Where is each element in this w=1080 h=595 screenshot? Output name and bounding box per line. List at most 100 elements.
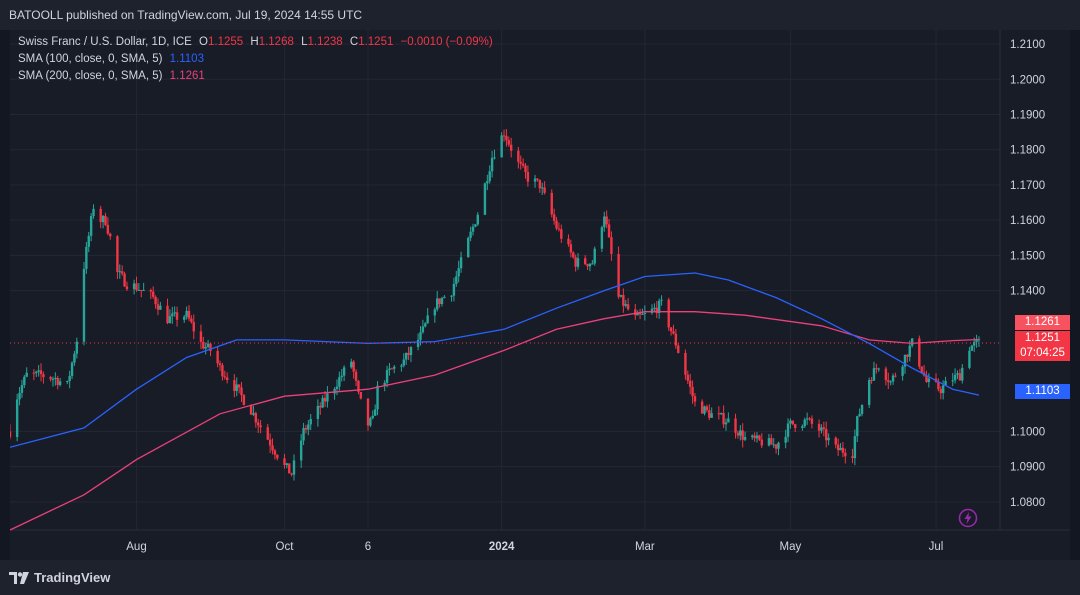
candle-up — [641, 313, 644, 315]
candle-up — [650, 308, 654, 313]
candle-up — [402, 359, 405, 366]
candle-up — [51, 378, 55, 380]
candle-down — [407, 352, 410, 355]
candle-down — [667, 299, 670, 328]
candle-up — [903, 354, 907, 367]
candle-down — [672, 331, 675, 334]
candle-up — [467, 237, 470, 258]
candle-up — [309, 418, 312, 425]
candle-down — [257, 422, 260, 426]
candle-up — [335, 386, 339, 389]
candle-up — [132, 283, 136, 290]
candle-up — [777, 442, 780, 449]
legend-sma200-row[interactable]: SMA (200, close, 0, SMA, 5) 1.1261 — [18, 68, 493, 85]
candle-up — [173, 312, 176, 314]
y-tick-label: 1.1700 — [1010, 180, 1045, 192]
candle-down — [526, 171, 530, 182]
candle-up — [25, 372, 28, 377]
candle-down — [323, 397, 327, 402]
candle-down — [166, 305, 169, 324]
candle-up — [316, 405, 320, 419]
footer-bar: TradingView — [0, 560, 1080, 595]
chart-area[interactable]: 1.2100 1.2000 1.1900 1.1800 1.1700 1.1600 1.15… — [10, 30, 1070, 560]
candle-up — [400, 365, 403, 367]
candle-down — [834, 437, 837, 445]
candle-up — [703, 406, 706, 414]
candle-up — [326, 393, 329, 402]
candle-down — [304, 428, 308, 430]
candle-down — [140, 289, 143, 291]
countdown-text: 07:04:25 — [1020, 347, 1065, 359]
lightning-bolt-icon[interactable] — [958, 508, 978, 528]
candle-down — [543, 187, 546, 193]
candle-up — [858, 413, 861, 417]
candle-up — [443, 296, 446, 298]
candle-down — [550, 192, 553, 215]
candle-down — [352, 361, 355, 372]
candle-up — [576, 258, 580, 267]
candle-up — [92, 208, 95, 217]
candle-down — [836, 444, 840, 451]
candle-down — [354, 371, 358, 381]
candle-up — [75, 341, 79, 354]
candle-up — [452, 283, 456, 296]
candle-up — [350, 361, 353, 368]
candle-up — [307, 424, 310, 430]
legend-main-row[interactable]: Swiss Franc / U.S. Dollar, 1D, ICE O1.12… — [18, 34, 493, 51]
candle-down — [209, 343, 212, 352]
candle-down — [221, 365, 224, 377]
x-tick-label: 2024 — [489, 541, 515, 553]
candle-down — [32, 372, 36, 374]
candle-down — [357, 380, 360, 392]
candle-down — [42, 374, 45, 378]
x-tick-label: Jul — [929, 541, 944, 553]
candle-down — [626, 304, 630, 310]
candle-up — [87, 235, 90, 247]
candle-up — [469, 231, 472, 238]
candle-up — [373, 409, 377, 416]
candle-up — [474, 224, 477, 227]
candle-down — [684, 352, 687, 375]
candle-down — [607, 224, 611, 238]
candle-up — [860, 404, 864, 414]
candle-up — [961, 367, 964, 381]
candle-up — [206, 343, 210, 347]
candle-up — [476, 214, 479, 225]
candle-down — [717, 413, 721, 415]
tradingview-logo[interactable]: TradingView — [9, 570, 110, 585]
candle-up — [591, 263, 594, 265]
candle-up — [37, 370, 40, 372]
candle-down — [123, 273, 126, 287]
candle-up — [889, 381, 892, 383]
candle-down — [240, 387, 243, 396]
candle-up — [956, 373, 959, 375]
close-key: C — [349, 36, 359, 48]
candle-down — [390, 368, 394, 370]
candle-down — [734, 418, 737, 433]
candle-down — [560, 229, 563, 239]
candle-down — [844, 452, 847, 457]
candle-up — [338, 377, 341, 387]
candle-down — [557, 228, 561, 230]
candle-up — [600, 227, 604, 249]
candle-up — [419, 332, 422, 340]
candle-up — [455, 276, 458, 284]
candle-up — [720, 413, 723, 415]
legend-sma100-row[interactable]: SMA (100, close, 0, SMA, 5) 1.1103 — [18, 51, 493, 68]
candle-up — [421, 326, 425, 333]
candle-up — [118, 271, 121, 273]
sma200-line — [10, 311, 980, 531]
candle-up — [440, 297, 444, 305]
candle-down — [56, 377, 59, 385]
legend: Swiss Franc / U.S. Dollar, 1D, ICE O1.12… — [18, 34, 493, 85]
chart-svg[interactable]: 1.2100 1.2000 1.1900 1.1800 1.1700 1.1600 1.15… — [10, 30, 1070, 560]
sma200-label: SMA (200, close, 0, SMA, 5) — [18, 70, 163, 82]
candle-down — [273, 450, 277, 455]
candle-up — [235, 384, 238, 391]
x-tick-label: Oct — [276, 541, 295, 553]
candle-up — [159, 305, 162, 310]
candle-down — [505, 135, 508, 141]
candle-up — [856, 416, 859, 437]
candle-down — [693, 396, 697, 402]
candle-down — [552, 214, 556, 221]
